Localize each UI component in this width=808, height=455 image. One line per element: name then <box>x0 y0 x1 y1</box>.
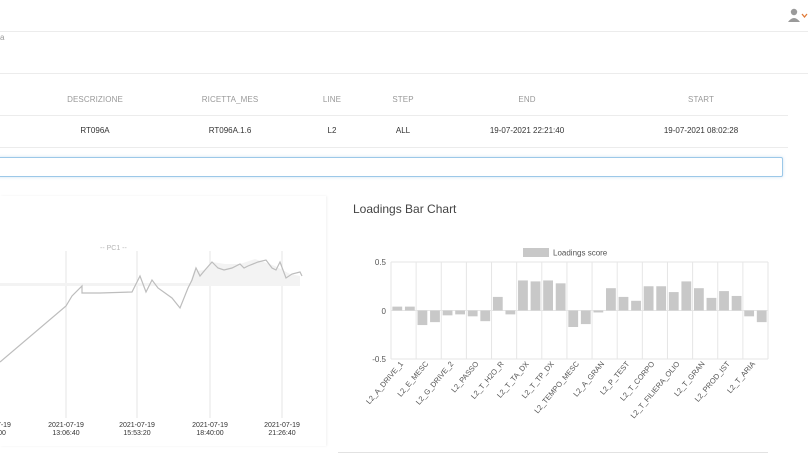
cell-start[interactable]: 19-07-2021 08:02:28 <box>663 126 739 135</box>
loading-bar[interactable] <box>480 310 491 322</box>
loading-bar[interactable] <box>530 281 541 311</box>
pc-line-chart-panel: -- PC1 -- 07-19 00 2021-07-19 13:06:40 2… <box>0 196 326 446</box>
cell-descrizione[interactable]: RT096A <box>80 126 110 135</box>
cell-line[interactable]: L2 <box>327 126 337 135</box>
column-header-ricetta-mes[interactable]: RICETTA_MES <box>201 95 259 104</box>
loading-bar[interactable] <box>417 310 428 326</box>
y-tick-label: 0 <box>382 307 387 316</box>
loadings-bar-chart[interactable]: Loadings score 0.5 0 -0.5 L2_A_DRIVE_1 L2… <box>338 240 778 452</box>
pc1-line <box>0 259 303 363</box>
loading-bar[interactable] <box>404 306 415 311</box>
cell-end[interactable]: 19-07-2021 22:21:40 <box>489 126 565 135</box>
header-divider <box>0 115 788 116</box>
loading-bar[interactable] <box>455 310 466 315</box>
x-tick-time: 15:53:20 <box>123 430 150 437</box>
loading-bar[interactable] <box>430 310 440 323</box>
loading-bar[interactable] <box>668 292 679 311</box>
loading-bar[interactable] <box>518 280 528 311</box>
user-menu-icon[interactable] <box>786 7 808 23</box>
series-label: -- PC1 -- <box>100 245 128 252</box>
loading-bar[interactable] <box>744 310 755 317</box>
column-header-step[interactable]: STEP <box>392 95 414 104</box>
x-tick-label: L2_TEMPO_MESC <box>532 359 581 415</box>
column-header-start[interactable]: START <box>688 95 714 104</box>
x-tick-label: L2_A_DRIVE_1 <box>364 360 405 406</box>
loading-bar[interactable] <box>392 306 403 311</box>
loading-bar[interactable] <box>593 310 604 313</box>
x-tick-time-partial: 00 <box>0 430 6 437</box>
legend-label[interactable]: Loadings score <box>553 249 608 258</box>
loading-bar[interactable] <box>555 283 566 311</box>
column-header-descrizione[interactable]: DESCRIZIONE <box>67 95 123 104</box>
loading-bar[interactable] <box>756 310 767 323</box>
x-tick-label: 2021-07-19 <box>192 422 228 429</box>
x-tick-label: 2021-07-19 <box>264 422 300 429</box>
loading-bar[interactable] <box>656 286 667 311</box>
loading-bar[interactable] <box>580 310 591 325</box>
top-bar <box>0 0 808 32</box>
y-tick-label: 0.5 <box>375 258 387 267</box>
loading-bar[interactable] <box>606 288 616 311</box>
loading-bar[interactable] <box>505 310 516 315</box>
cell-step[interactable]: ALL <box>395 126 411 135</box>
loading-bar[interactable] <box>442 310 453 316</box>
loading-bar[interactable] <box>618 296 629 311</box>
loading-bar[interactable] <box>543 280 553 311</box>
x-tick-time: 13:06:40 <box>52 430 79 437</box>
loading-bar[interactable] <box>681 281 692 311</box>
x-tick-time: 21:26:40 <box>268 430 295 437</box>
cell-ricetta-mes[interactable]: RT096A.1.6 <box>208 126 252 135</box>
loading-bar[interactable] <box>693 288 704 311</box>
column-header-end[interactable]: END <box>518 95 536 104</box>
loading-bar[interactable] <box>719 291 729 311</box>
loadings-panel <box>338 190 788 452</box>
loading-bar[interactable] <box>631 300 641 311</box>
panel-bottom-border <box>338 452 768 453</box>
legend-swatch[interactable] <box>523 248 549 257</box>
pc-line-chart[interactable]: -- PC1 -- 07-19 00 2021-07-19 13:06:40 2… <box>0 196 326 446</box>
filter-input[interactable] <box>0 157 783 177</box>
x-tick-label-partial: 07-19 <box>0 422 11 429</box>
line-area-shade <box>0 259 300 286</box>
row-divider <box>0 147 788 148</box>
chart-title: Loadings Bar Chart <box>353 202 457 216</box>
x-tick-label: 2021-07-19 <box>48 422 84 429</box>
loading-bar[interactable] <box>492 296 503 311</box>
x-tick-time: 18:40:00 <box>196 430 223 437</box>
divider <box>0 73 808 74</box>
x-tick-label: 2021-07-19 <box>119 422 155 429</box>
column-header-line[interactable]: LINE <box>322 95 342 104</box>
loading-bar[interactable] <box>731 295 742 311</box>
breadcrumb[interactable]: a <box>0 33 5 42</box>
loading-bar[interactable] <box>643 286 654 311</box>
loading-bar[interactable] <box>568 310 579 327</box>
loading-bar[interactable] <box>467 310 478 317</box>
y-tick-label: -0.5 <box>372 355 386 364</box>
loading-bar[interactable] <box>706 297 717 311</box>
